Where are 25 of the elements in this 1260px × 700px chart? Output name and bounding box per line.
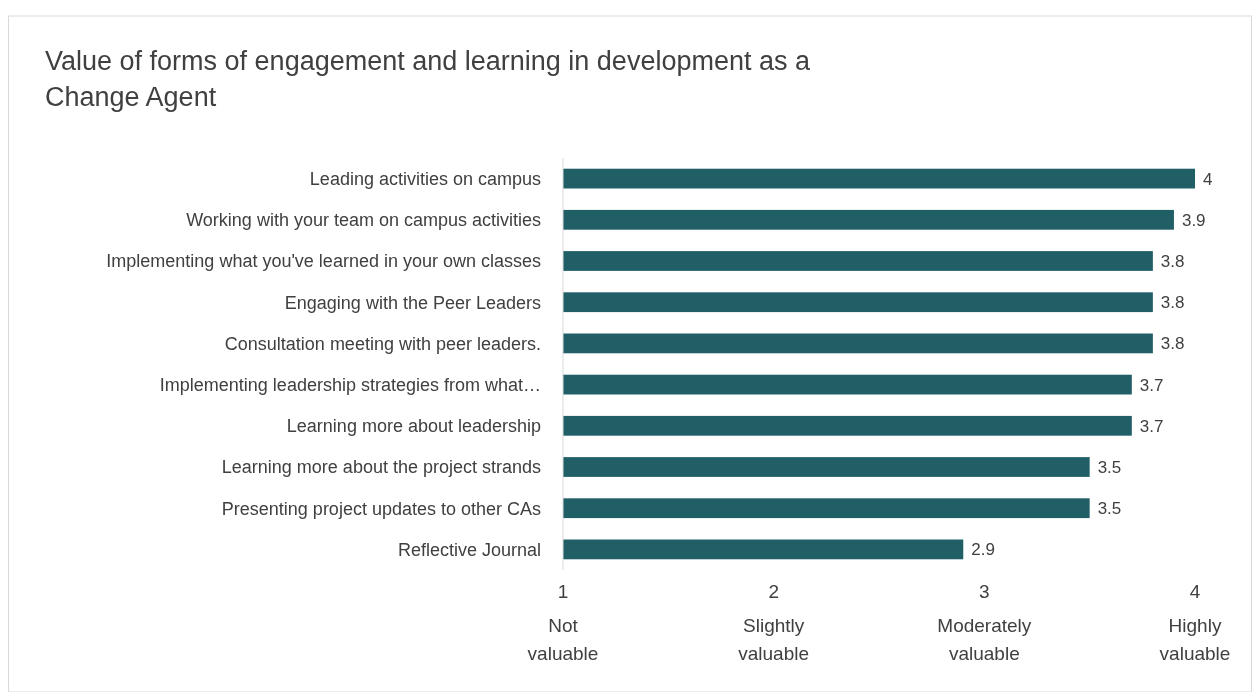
y-tick-label: Learning more about leadership <box>286 416 541 437</box>
chart-title: Value of forms of engagement and learning in development as a Change Agent <box>45 46 811 112</box>
data-label: 3.5 <box>1097 457 1122 477</box>
y-tick-label: Implementing leadership strategies from what… <box>159 374 541 395</box>
x-tick-label: 4 Highly valuable <box>1159 581 1231 664</box>
data-label: 4 <box>1203 169 1213 189</box>
y-tick-label: Consultation meeting with peer leaders. <box>224 333 541 354</box>
y-tick-label: Reflective Journal <box>397 539 541 560</box>
data-label: 3.9 <box>1181 210 1206 230</box>
data-label: 3.8 <box>1160 293 1185 313</box>
x-tick-label: 1 Not valuable <box>527 581 599 664</box>
y-tick-label: Learning more about the project strands <box>221 457 541 478</box>
y-tick-label: Working with your team on campus activities <box>186 210 541 231</box>
y-tick-label: Presenting project updates to other CAs <box>221 498 541 519</box>
data-label: 2.9 <box>971 540 995 560</box>
y-tick-label: Engaging with the Peer Leaders <box>284 292 541 313</box>
x-tick-label: 3 Moderately valuable <box>937 581 1032 664</box>
data-label: 3.8 <box>1160 334 1185 354</box>
y-tick-label: Implementing what you've learned in your own classes <box>106 251 541 272</box>
y-tick-label: Leading activities on campus <box>309 168 541 189</box>
data-label: 3.7 <box>1139 416 1164 436</box>
data-label: 3.8 <box>1160 251 1185 271</box>
x-tick-label: 2 Slightly valuable <box>738 581 810 664</box>
data-label: 3.5 <box>1097 499 1122 519</box>
data-label: 3.7 <box>1139 375 1164 395</box>
